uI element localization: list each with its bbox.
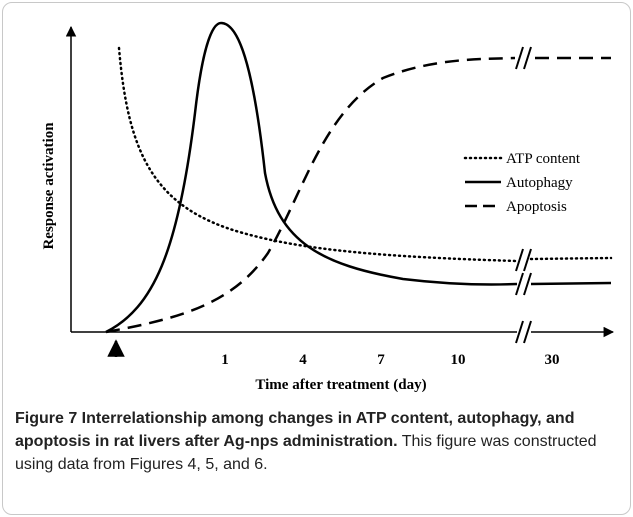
- legend-label: ATP content: [506, 151, 581, 167]
- x-tick-label: 4: [299, 352, 307, 368]
- caption: Figure 7 Interrelationship among changes…: [15, 407, 620, 476]
- y-axis-label: Response activation: [41, 122, 57, 250]
- atp-curve: [529, 256, 613, 261]
- legend: ATP content Autophagy Apoptosis: [463, 151, 581, 215]
- atp-curve: [117, 46, 519, 263]
- autophagy-curve: [105, 21, 518, 334]
- caption-title: Figure 7 Interrelationship among changes…: [15, 410, 575, 450]
- apoptosis-curve: [105, 56, 516, 334]
- diagram: 1 4 7 10 30 Time after treatment (day) R…: [41, 21, 615, 393]
- x-axis-label: Time after treatment (day): [255, 377, 426, 393]
- x-ticks: 1 4 7 10 30: [221, 352, 559, 368]
- x-tick-label: 1: [221, 352, 229, 368]
- legend-label: Apoptosis: [506, 199, 567, 215]
- x-tick-label: 30: [545, 352, 560, 368]
- x-tick-label: 10: [451, 352, 466, 368]
- caption-text: This figure was constructed using data f…: [15, 433, 597, 473]
- x-tick-label: 7: [377, 352, 385, 368]
- autophagy-curve: [530, 281, 612, 286]
- legend-label: Autophagy: [506, 175, 573, 191]
- axis-breaks: [515, 43, 535, 344]
